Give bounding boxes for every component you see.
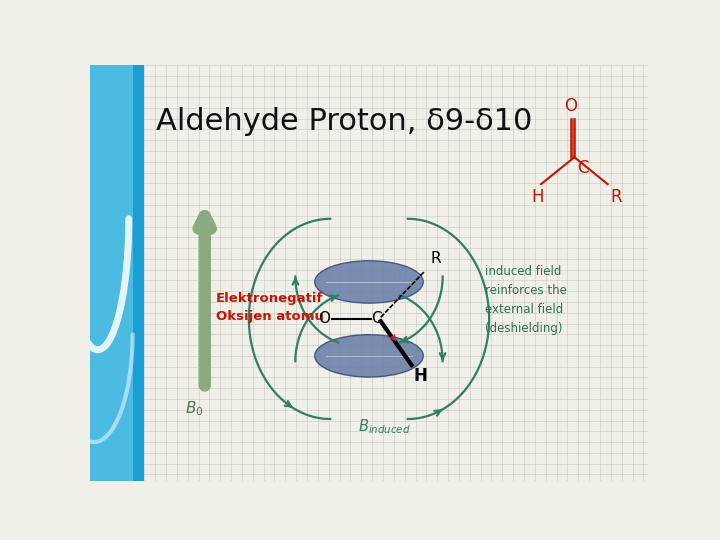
Text: $B_{induced}$: $B_{induced}$ bbox=[358, 417, 411, 436]
Text: C: C bbox=[577, 159, 588, 177]
Text: H: H bbox=[532, 188, 544, 206]
Text: $B_0$: $B_0$ bbox=[185, 400, 204, 419]
Ellipse shape bbox=[315, 261, 423, 303]
Bar bbox=[90, 65, 132, 481]
Text: H: H bbox=[414, 367, 428, 384]
Text: induced field
reinforces the
external field
(deshielding): induced field reinforces the external fi… bbox=[485, 265, 567, 335]
Text: R: R bbox=[610, 188, 621, 206]
Text: O: O bbox=[564, 97, 577, 115]
Text: R: R bbox=[431, 251, 441, 266]
Text: C: C bbox=[372, 312, 382, 326]
Ellipse shape bbox=[315, 335, 423, 377]
Text: Aldehyde Proton, δ9-δ10: Aldehyde Proton, δ9-δ10 bbox=[156, 107, 532, 136]
Text: O: O bbox=[318, 312, 330, 326]
Text: Elektronegatif
Oksijen atomu: Elektronegatif Oksijen atomu bbox=[216, 292, 324, 323]
Bar bbox=[90, 65, 144, 481]
